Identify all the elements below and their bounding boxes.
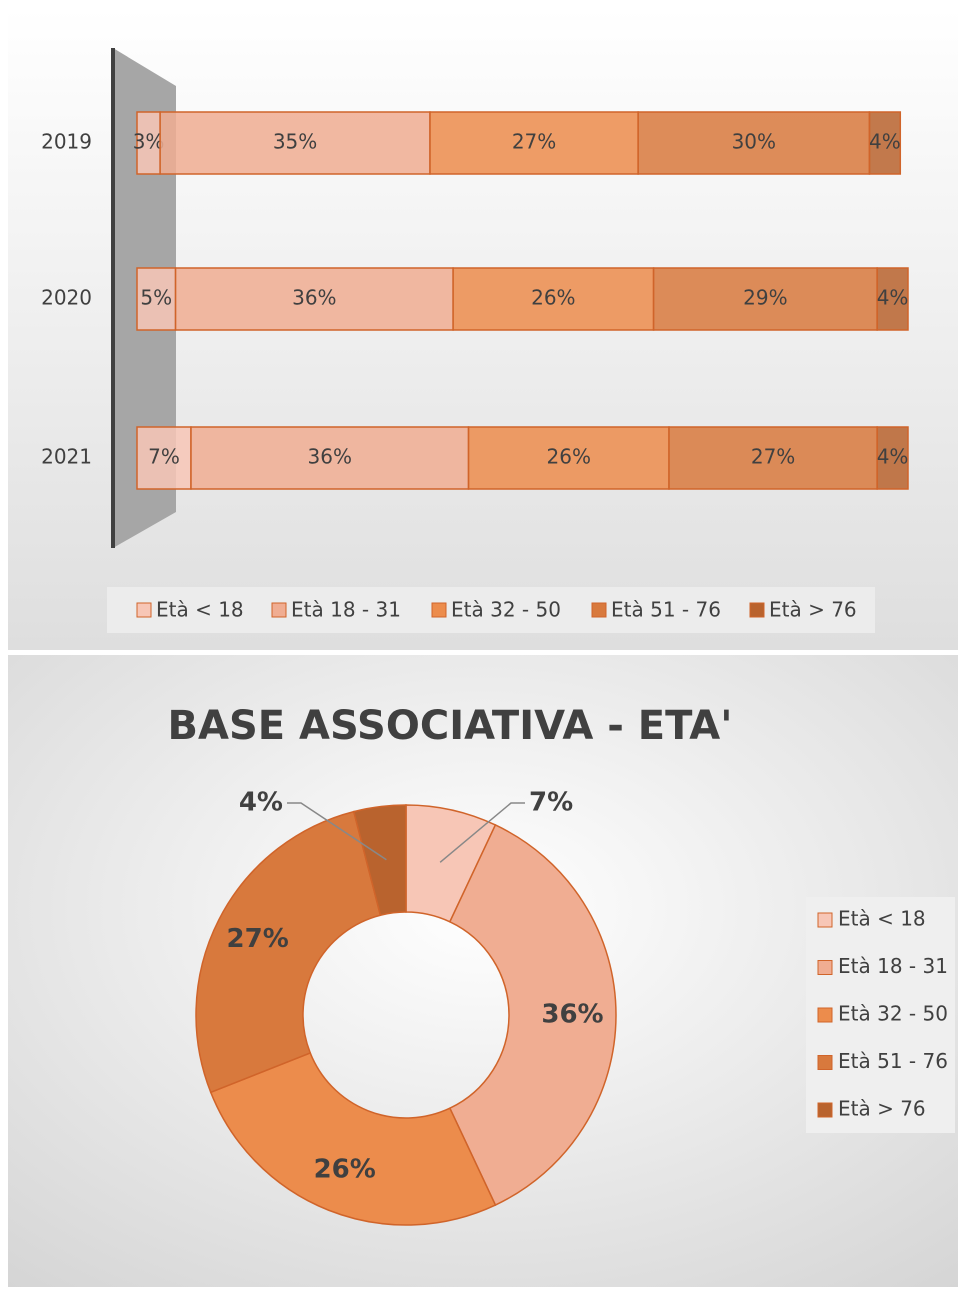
data-label: 7% — [148, 445, 180, 469]
bar-segment — [159, 111, 431, 175]
data-label: 27% — [227, 924, 289, 954]
legend-label: Età 18 - 31 — [291, 598, 401, 622]
data-label: 4% — [877, 445, 909, 469]
bar-segment — [190, 426, 470, 490]
y-tick-label: 2021 — [41, 445, 92, 469]
legend-label: Età 32 - 50 — [838, 1002, 948, 1026]
legend-swatch — [817, 1055, 833, 1070]
bar-segment — [652, 267, 878, 331]
legend-swatch — [749, 602, 765, 618]
y-tick-label: 2019 — [41, 130, 92, 154]
legend-label: Età < 18 — [156, 598, 244, 622]
bar-segment — [876, 426, 909, 490]
legend-label: Età 51 - 76 — [838, 1049, 948, 1073]
data-label: 7% — [529, 788, 573, 818]
bar-segment — [868, 111, 902, 175]
legend-swatch — [431, 602, 447, 618]
legend-swatch — [271, 602, 287, 618]
data-label: 4% — [877, 286, 909, 310]
y-tick-label: 2020 — [41, 286, 92, 310]
legend-swatch — [817, 1007, 833, 1023]
data-label: 27% — [751, 445, 795, 469]
bar-segment — [637, 111, 871, 175]
data-label: 4% — [869, 130, 901, 154]
leader-line — [287, 802, 387, 861]
data-label: 36% — [541, 1000, 603, 1030]
bar-segment — [136, 267, 177, 331]
data-label: 36% — [308, 445, 352, 469]
legend-swatch — [817, 1102, 833, 1118]
leader-line — [439, 802, 525, 863]
legend-label: Età 32 - 50 — [451, 598, 561, 622]
donut-slice — [352, 804, 407, 917]
bar-segment — [467, 426, 670, 490]
donut-slice — [195, 810, 382, 1094]
legend-label: Età < 18 — [838, 907, 926, 931]
data-label: 27% — [512, 130, 556, 154]
data-label: 29% — [743, 286, 787, 310]
legend-swatch — [817, 912, 833, 928]
legend-label: Età 51 - 76 — [611, 598, 721, 622]
data-label: 26% — [547, 445, 591, 469]
legend-label: Età 18 - 31 — [838, 954, 948, 978]
legend-label: Età > 76 — [838, 1097, 926, 1121]
legend-label: Età > 76 — [769, 598, 857, 622]
bar-segment — [429, 111, 639, 175]
donut-slice — [448, 823, 617, 1207]
data-label: 4% — [239, 788, 283, 818]
legend-swatch — [591, 602, 607, 618]
data-label: 26% — [531, 286, 575, 310]
data-label: 36% — [292, 286, 336, 310]
donut-slice — [209, 1051, 497, 1226]
bar-segment — [876, 267, 909, 331]
data-label: 35% — [273, 130, 317, 154]
legend-swatch — [136, 602, 152, 618]
legend-swatch — [817, 960, 833, 975]
bar-segment — [668, 426, 878, 490]
bar-segment — [452, 267, 655, 331]
data-label: 26% — [314, 1154, 376, 1184]
donut-title: BASE ASSOCIATIVA - ETA' — [168, 703, 733, 749]
bar-legend-box — [107, 587, 875, 633]
data-label: 5% — [140, 286, 172, 310]
data-label: 3% — [133, 130, 165, 154]
data-label: 30% — [732, 130, 776, 154]
